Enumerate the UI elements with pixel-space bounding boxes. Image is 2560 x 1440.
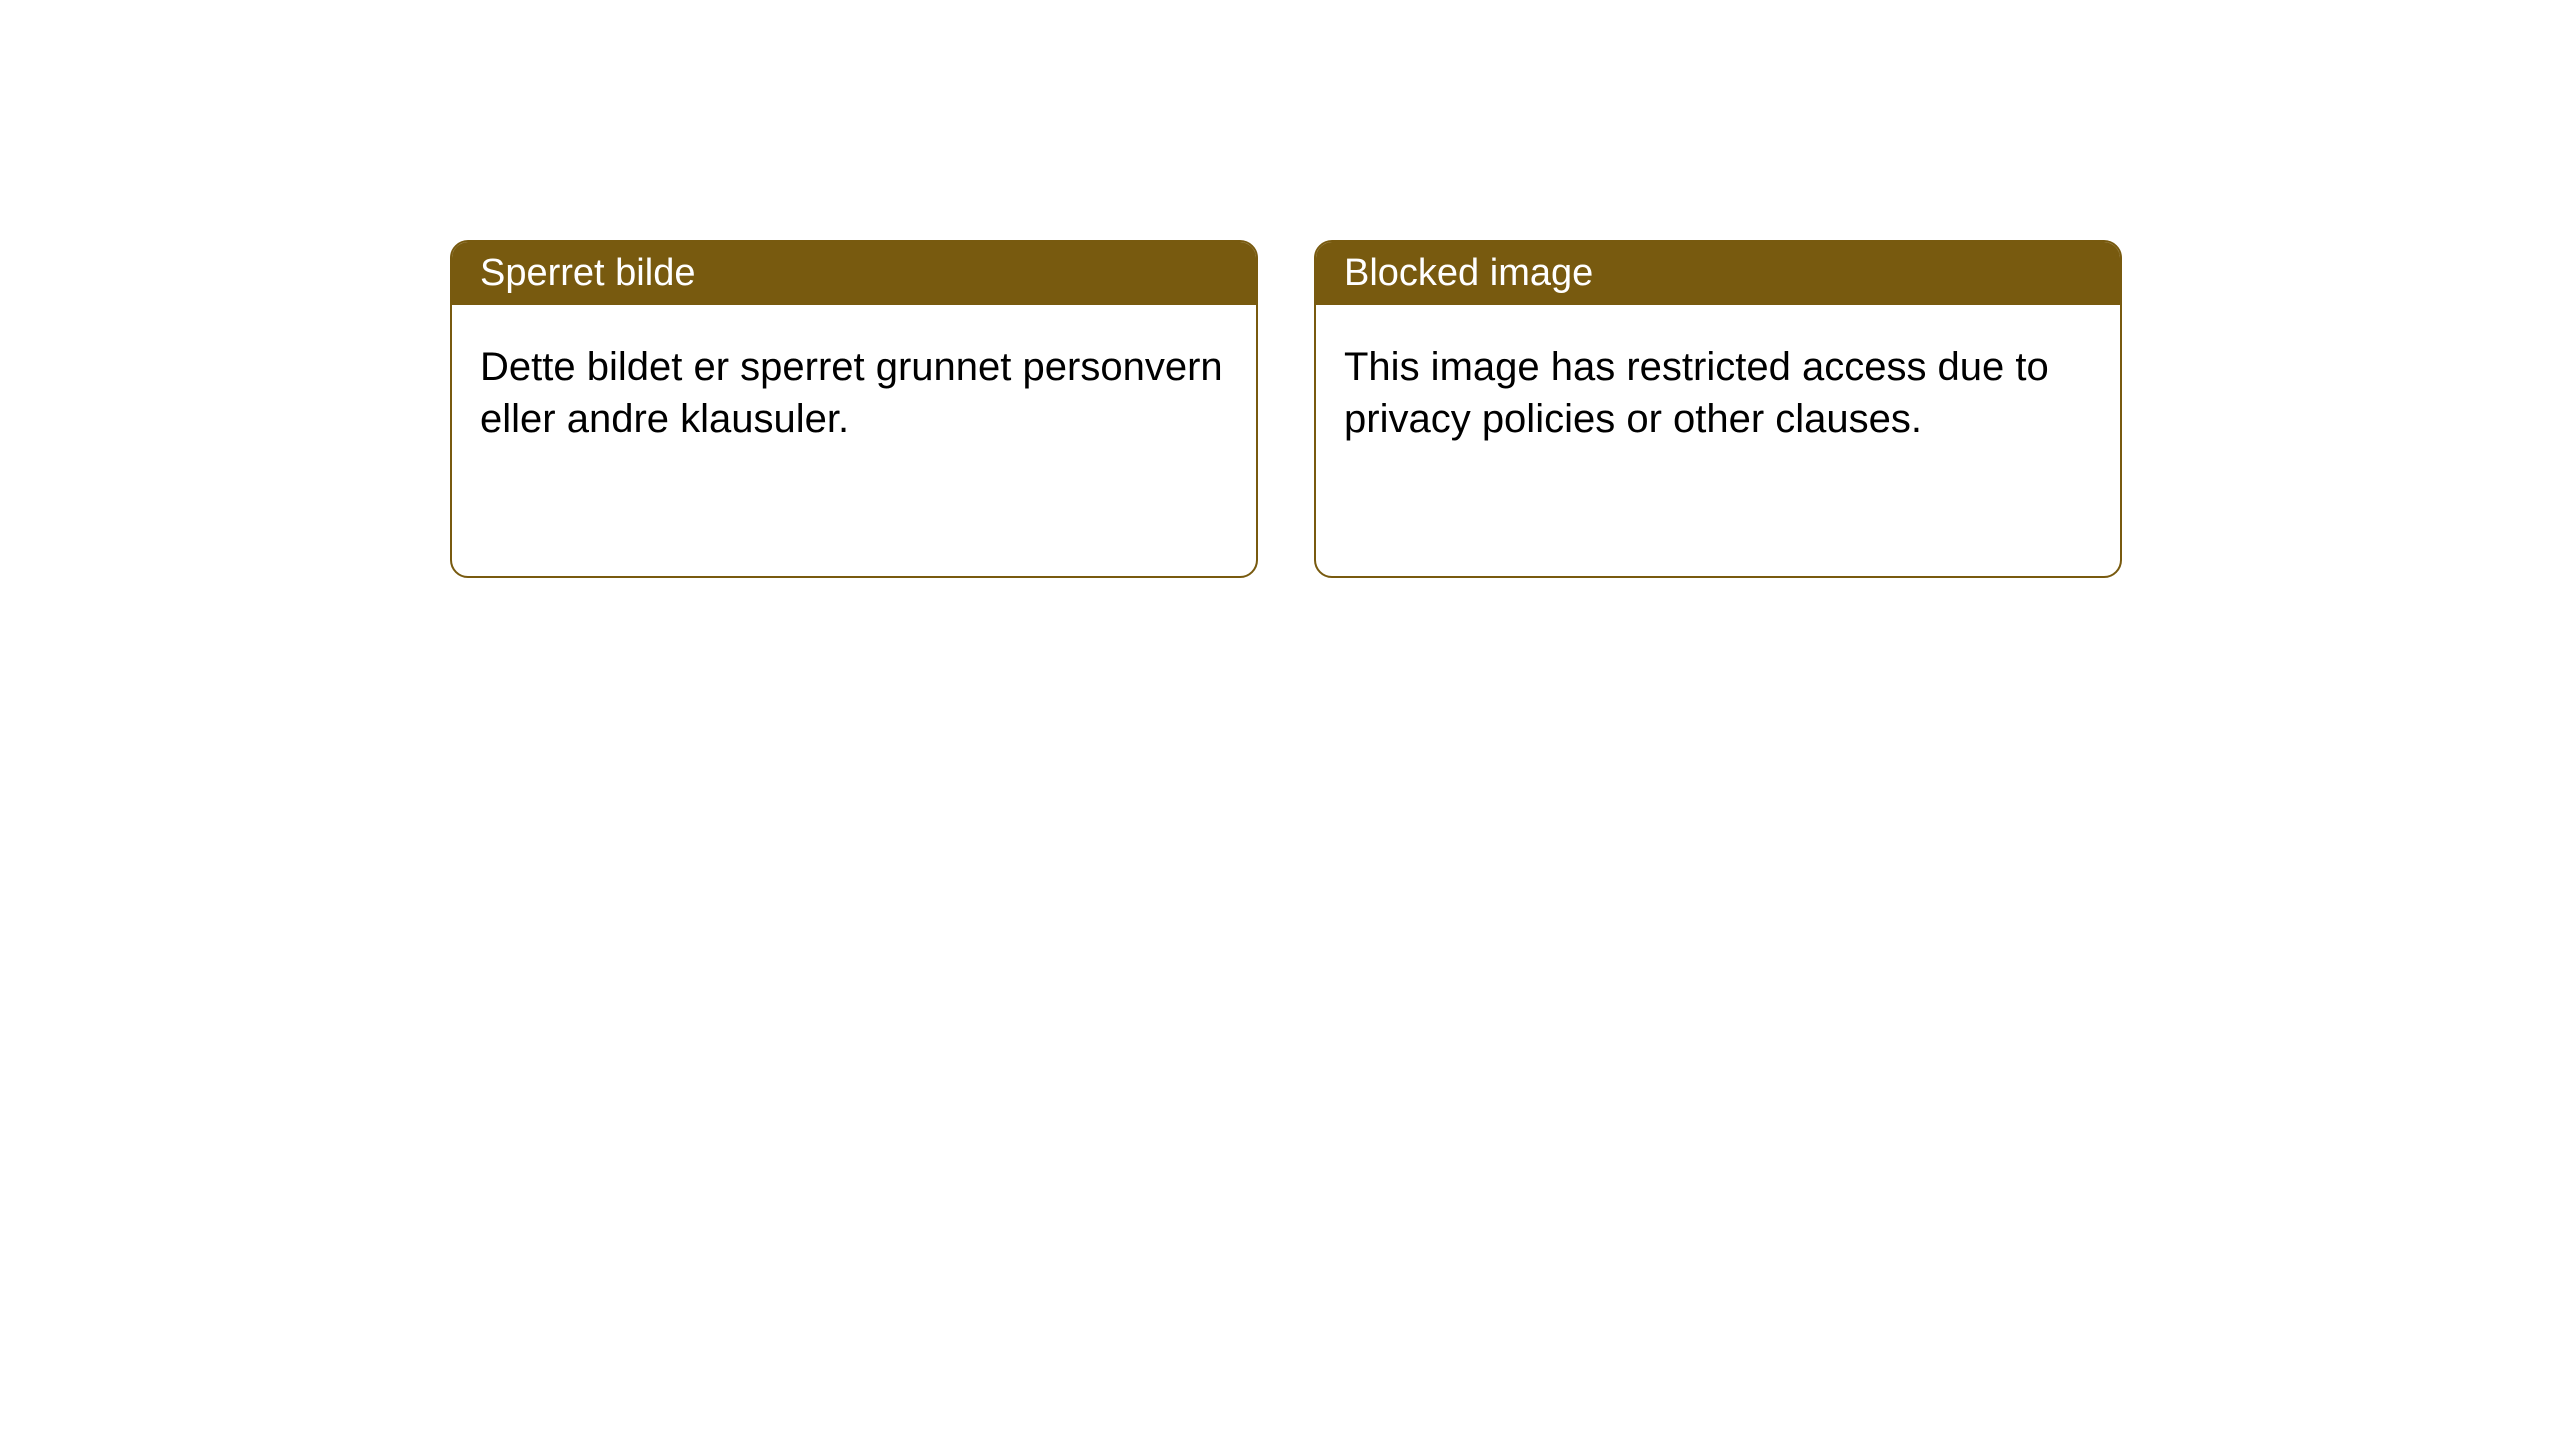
card-title: Sperret bilde — [480, 252, 695, 294]
card-body: This image has restricted access due to … — [1316, 305, 2120, 481]
card-body-text: Dette bildet er sperret grunnet personve… — [480, 345, 1223, 441]
cards-container: Sperret bilde Dette bildet er sperret gr… — [0, 0, 2560, 578]
card-title: Blocked image — [1344, 252, 1593, 294]
card-header: Blocked image — [1316, 242, 2120, 305]
notice-card-norwegian: Sperret bilde Dette bildet er sperret gr… — [450, 240, 1258, 578]
card-body-text: This image has restricted access due to … — [1344, 345, 2049, 441]
card-header: Sperret bilde — [452, 242, 1256, 305]
notice-card-english: Blocked image This image has restricted … — [1314, 240, 2122, 578]
card-body: Dette bildet er sperret grunnet personve… — [452, 305, 1256, 481]
